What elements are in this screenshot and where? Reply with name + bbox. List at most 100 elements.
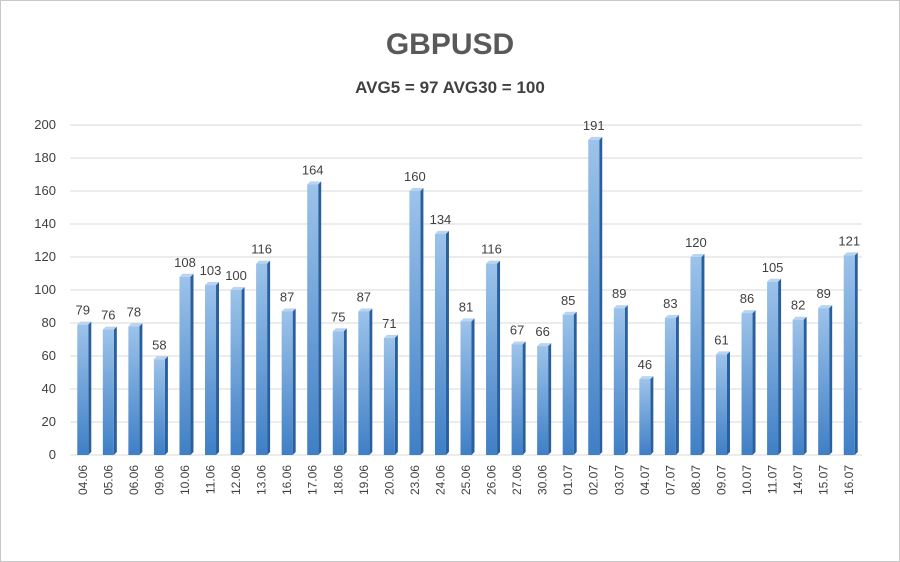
bar-front bbox=[767, 281, 779, 455]
y-tick-label: 180 bbox=[34, 150, 56, 165]
data-label: 121 bbox=[838, 233, 860, 248]
x-tick-label: 17.06 bbox=[306, 465, 320, 495]
bar-top bbox=[256, 260, 271, 264]
bar-top bbox=[77, 321, 92, 325]
x-tick-label: 03.07 bbox=[612, 465, 626, 495]
data-label: 67 bbox=[510, 322, 524, 337]
x-axis: 04.06 05.06 06.06 09.06 10.06 11.06 12.06 13.06… bbox=[76, 465, 856, 495]
bar-side bbox=[497, 260, 501, 455]
x-tick-label: 09.06 bbox=[152, 465, 166, 495]
bar bbox=[767, 278, 782, 455]
bar-front bbox=[153, 359, 165, 455]
bar-side bbox=[394, 334, 398, 455]
x-tick-label: 04.06 bbox=[76, 465, 90, 495]
bar-front bbox=[537, 346, 549, 455]
bar-side bbox=[88, 321, 92, 455]
data-label: 120 bbox=[685, 235, 707, 250]
bar-front bbox=[511, 344, 523, 455]
bar bbox=[818, 305, 833, 455]
x-tick-label: 16.07 bbox=[842, 465, 856, 495]
bar-front bbox=[332, 331, 344, 455]
data-label: 87 bbox=[280, 289, 294, 304]
bar-top bbox=[818, 305, 833, 309]
x-tick-label: 13.06 bbox=[255, 465, 269, 495]
bar-front bbox=[77, 324, 89, 455]
bar-side bbox=[624, 305, 628, 455]
y-tick-label: 140 bbox=[34, 216, 56, 231]
bar bbox=[153, 356, 168, 455]
x-tick-label: 04.07 bbox=[638, 465, 652, 495]
bar-top bbox=[639, 376, 654, 380]
bar-side bbox=[726, 351, 730, 455]
bar-side bbox=[445, 230, 449, 455]
bar-top bbox=[153, 356, 168, 360]
bar-side bbox=[241, 287, 245, 455]
x-tick-label: 12.06 bbox=[229, 465, 243, 495]
bar-side bbox=[778, 278, 782, 455]
bar bbox=[715, 351, 730, 455]
y-tick-label: 60 bbox=[42, 348, 56, 363]
data-label: 100 bbox=[225, 268, 247, 283]
data-label: 103 bbox=[200, 263, 222, 278]
bar-side bbox=[164, 356, 168, 455]
data-label: 76 bbox=[101, 308, 115, 323]
bar-top bbox=[460, 318, 475, 322]
bar bbox=[102, 326, 117, 455]
bar-side bbox=[829, 305, 833, 455]
bar-side bbox=[343, 328, 347, 455]
data-labels: 79 76 78 58 108 103 100 116 87 164 75 87 71 160 134 81 1… bbox=[76, 118, 861, 372]
bar-top bbox=[205, 282, 220, 286]
bar-top bbox=[230, 287, 245, 290]
x-tick-label: 16.06 bbox=[280, 465, 294, 495]
x-tick-label: 07.07 bbox=[663, 465, 677, 495]
bar-top bbox=[128, 323, 143, 327]
data-label: 191 bbox=[583, 118, 605, 133]
bar-top bbox=[537, 343, 552, 347]
data-label: 79 bbox=[76, 303, 90, 318]
bar-top bbox=[332, 328, 347, 332]
bar-top bbox=[741, 310, 756, 314]
bar-top bbox=[434, 230, 449, 234]
data-label: 134 bbox=[430, 212, 452, 227]
x-tick-label: 10.07 bbox=[740, 465, 754, 495]
bar-front bbox=[639, 379, 651, 455]
y-tick-label: 0 bbox=[49, 447, 56, 462]
bar bbox=[792, 316, 807, 455]
bar bbox=[741, 310, 756, 455]
bar bbox=[486, 260, 501, 455]
bar bbox=[230, 287, 245, 455]
bar bbox=[383, 334, 398, 455]
bar-front bbox=[179, 276, 191, 455]
bar-side bbox=[113, 326, 117, 455]
bar-top bbox=[511, 341, 526, 345]
x-tick-label: 10.06 bbox=[178, 465, 192, 495]
bar bbox=[256, 260, 271, 455]
data-label: 89 bbox=[612, 286, 626, 301]
x-tick-label: 15.07 bbox=[817, 465, 831, 495]
data-label: 71 bbox=[382, 316, 396, 331]
bar-top bbox=[383, 334, 398, 338]
y-tick-label: 120 bbox=[34, 249, 56, 264]
bar-side bbox=[701, 254, 705, 455]
bar-top bbox=[792, 316, 807, 320]
bar-top bbox=[179, 273, 194, 277]
bar-side bbox=[854, 252, 858, 455]
bar-top bbox=[358, 308, 373, 312]
bar bbox=[434, 230, 449, 455]
bar bbox=[613, 305, 628, 455]
bar-side bbox=[216, 282, 220, 455]
bar-side bbox=[650, 376, 654, 455]
data-label: 89 bbox=[816, 286, 830, 301]
data-label: 87 bbox=[357, 289, 371, 304]
bar-front bbox=[715, 354, 727, 455]
bar bbox=[511, 341, 526, 455]
x-tick-label: 25.06 bbox=[459, 465, 473, 495]
bar-front bbox=[664, 318, 676, 455]
bar-side bbox=[190, 273, 194, 455]
x-tick-label: 30.06 bbox=[536, 465, 550, 495]
bar-front bbox=[486, 263, 498, 455]
bar-top bbox=[715, 351, 730, 355]
bar-top bbox=[767, 278, 782, 282]
x-tick-label: 11.07 bbox=[766, 465, 780, 494]
bar bbox=[588, 136, 603, 455]
